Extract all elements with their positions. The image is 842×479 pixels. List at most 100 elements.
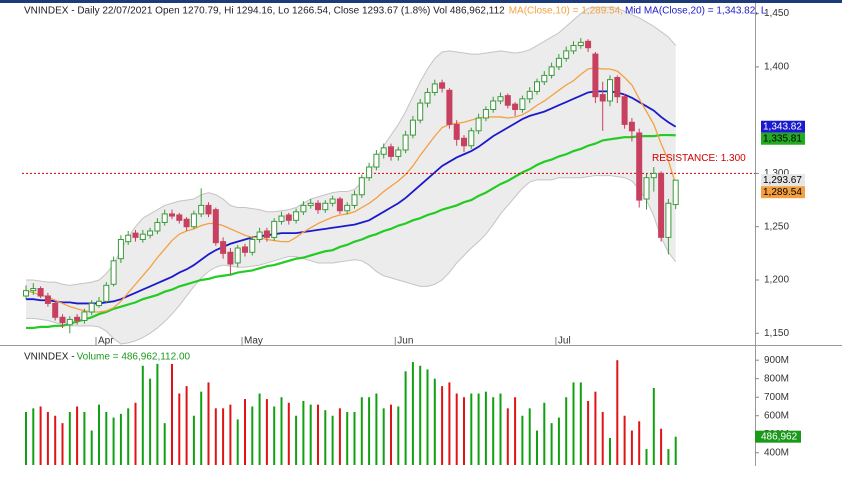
candle-body	[44, 295, 51, 304]
candle-body	[650, 172, 657, 179]
candle-body	[256, 231, 263, 241]
volume-bar	[477, 393, 480, 465]
candle-body	[358, 177, 365, 196]
volume-bar	[171, 363, 173, 465]
candle-body	[453, 123, 460, 140]
volume-bar	[565, 397, 568, 465]
y-tick-label: 1,300	[764, 168, 789, 179]
volume-bar	[514, 397, 517, 465]
volume-bar	[382, 408, 385, 465]
candle-body	[388, 146, 394, 157]
candle-body	[271, 220, 278, 238]
volume-bar	[572, 382, 575, 465]
volume-bar	[302, 400, 305, 465]
volume-bar	[54, 415, 57, 465]
volume-bar	[207, 382, 210, 465]
candle-body	[336, 198, 343, 212]
candle-body	[475, 117, 482, 132]
volume-bar	[470, 393, 473, 465]
volume-bar	[521, 415, 524, 465]
volume-bar	[61, 423, 64, 465]
candle-body	[300, 204, 307, 213]
candle-body	[212, 209, 219, 244]
volume-bar	[463, 397, 465, 465]
candle-body	[161, 213, 168, 223]
candle-body	[490, 100, 497, 110]
volume-bar	[156, 363, 159, 465]
volume-bar	[222, 408, 225, 465]
candle-body	[643, 177, 650, 200]
volume-bar	[338, 408, 341, 465]
volume-bar	[112, 417, 115, 465]
volume-bar	[594, 391, 597, 465]
candle-body	[599, 94, 606, 102]
volume-title: VNINDEX -	[24, 352, 75, 363]
volume-legend: Volume = 486,962,112.00	[77, 352, 191, 363]
band-fill	[26, 7, 676, 344]
volume-tag-label: 486,962	[761, 431, 798, 442]
x-tick-label: Jun	[397, 336, 413, 347]
candle-body	[570, 45, 577, 52]
candle-body	[278, 215, 285, 222]
volume-bar	[426, 369, 429, 465]
volume-bar	[149, 378, 152, 465]
volume-bar	[127, 408, 130, 465]
candle-body	[395, 149, 402, 157]
candle-body	[607, 79, 613, 102]
volume-bar	[404, 371, 407, 465]
volume-bar	[667, 449, 670, 465]
y-tick-label: 700M	[764, 392, 789, 403]
volume-bar	[331, 415, 334, 465]
volume-bar	[265, 399, 268, 465]
candle-body	[227, 251, 234, 265]
volume-bar	[317, 404, 319, 465]
candle-body	[198, 204, 205, 215]
volume-bar	[192, 415, 195, 465]
top-strip	[0, 0, 842, 3]
band-lower	[26, 175, 677, 345]
candle-body	[424, 91, 431, 104]
band-upper	[26, 6, 677, 286]
candle-body	[52, 302, 59, 318]
volume-bar	[134, 402, 137, 465]
candle-body	[621, 96, 628, 125]
candle-body	[23, 290, 29, 297]
volume-bar	[645, 449, 648, 465]
candle-body	[307, 202, 314, 206]
candle-body	[132, 232, 139, 238]
candle-body	[205, 204, 212, 215]
price-tag-label: 1,343.82	[763, 121, 802, 132]
candle-body	[504, 95, 511, 106]
volume-bar	[536, 430, 538, 465]
candle-body	[183, 218, 190, 228]
volume-bar	[185, 386, 188, 465]
y-tick-label: 1,250	[764, 221, 789, 232]
x-tick-label: Apr	[98, 336, 114, 347]
y-tick-label: 1,400	[764, 62, 789, 73]
candle-body	[169, 213, 175, 217]
volume-bar	[448, 382, 451, 465]
candle-body	[431, 83, 438, 93]
volume-bar	[484, 391, 487, 465]
candle-body	[139, 233, 146, 241]
candle-body	[461, 137, 467, 147]
volume-bar	[346, 412, 349, 465]
candle-body	[176, 214, 183, 221]
candle-body	[439, 82, 446, 89]
candle-body	[263, 230, 270, 238]
volume-bar	[236, 419, 239, 465]
volume-bar	[411, 362, 414, 465]
candle-body	[285, 214, 292, 221]
candle-body	[468, 130, 475, 147]
price-tag-label: 1,289.54	[763, 187, 802, 198]
candle-body	[30, 288, 37, 292]
candle-body	[125, 234, 132, 243]
volume-bar	[660, 428, 663, 465]
volume-bar	[601, 412, 604, 465]
candle-body	[592, 53, 599, 98]
volume-bar	[309, 404, 312, 465]
volume-bar	[674, 436, 677, 465]
volume-bar	[419, 365, 422, 465]
candle-body	[147, 230, 154, 236]
